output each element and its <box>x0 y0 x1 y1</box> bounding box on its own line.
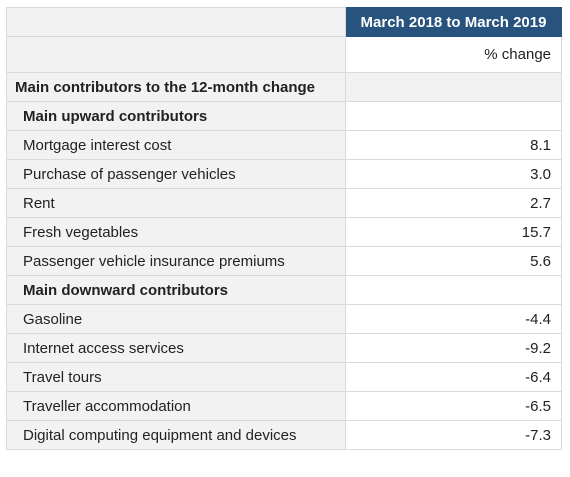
table-row: Travel tours -6.4 <box>6 362 562 392</box>
upward-contributors-title: Main upward contributors <box>6 101 346 131</box>
downward-title-value-cell <box>345 275 562 305</box>
item-value: 2.7 <box>345 188 562 218</box>
table-row: Fresh vegetables 15.7 <box>6 217 562 247</box>
period-header: March 2018 to March 2019 <box>345 7 562 37</box>
item-value: -6.4 <box>345 362 562 392</box>
item-label: Passenger vehicle insurance premiums <box>6 246 346 276</box>
item-value: 3.0 <box>345 159 562 189</box>
section-title-value-cell <box>345 72 562 102</box>
item-label: Purchase of passenger vehicles <box>6 159 346 189</box>
item-value: -6.5 <box>345 391 562 421</box>
header-blank-cell <box>6 7 346 37</box>
item-label: Gasoline <box>6 304 346 334</box>
units-label: % change <box>345 36 562 73</box>
upward-title-row: Main upward contributors <box>6 101 562 131</box>
table-header-row: March 2018 to March 2019 <box>6 7 562 37</box>
item-value: -4.4 <box>345 304 562 334</box>
item-label: Traveller accommodation <box>6 391 346 421</box>
item-value: 5.6 <box>345 246 562 276</box>
item-label: Mortgage interest cost <box>6 130 346 160</box>
item-value: 8.1 <box>345 130 562 160</box>
table-row: Mortgage interest cost 8.1 <box>6 130 562 160</box>
section-title-row: Main contributors to the 12-month change <box>6 72 562 102</box>
item-value: 15.7 <box>345 217 562 247</box>
item-label: Fresh vegetables <box>6 217 346 247</box>
units-blank-cell <box>6 36 346 73</box>
table-row: Passenger vehicle insurance premiums 5.6 <box>6 246 562 276</box>
item-label: Travel tours <box>6 362 346 392</box>
table-row: Digital computing equipment and devices … <box>6 420 562 450</box>
contributors-table: March 2018 to March 2019 % change Main c… <box>6 7 562 450</box>
item-label: Rent <box>6 188 346 218</box>
table-row: Gasoline -4.4 <box>6 304 562 334</box>
table-row: Purchase of passenger vehicles 3.0 <box>6 159 562 189</box>
units-row: % change <box>6 36 562 73</box>
table-row: Rent 2.7 <box>6 188 562 218</box>
table-row: Internet access services -9.2 <box>6 333 562 363</box>
table-row: Traveller accommodation -6.5 <box>6 391 562 421</box>
downward-contributors-title: Main downward contributors <box>6 275 346 305</box>
item-value: -9.2 <box>345 333 562 363</box>
item-value: -7.3 <box>345 420 562 450</box>
upward-title-value-cell <box>345 101 562 131</box>
downward-title-row: Main downward contributors <box>6 275 562 305</box>
item-label: Internet access services <box>6 333 346 363</box>
item-label: Digital computing equipment and devices <box>6 420 346 450</box>
section-title: Main contributors to the 12-month change <box>6 72 346 102</box>
